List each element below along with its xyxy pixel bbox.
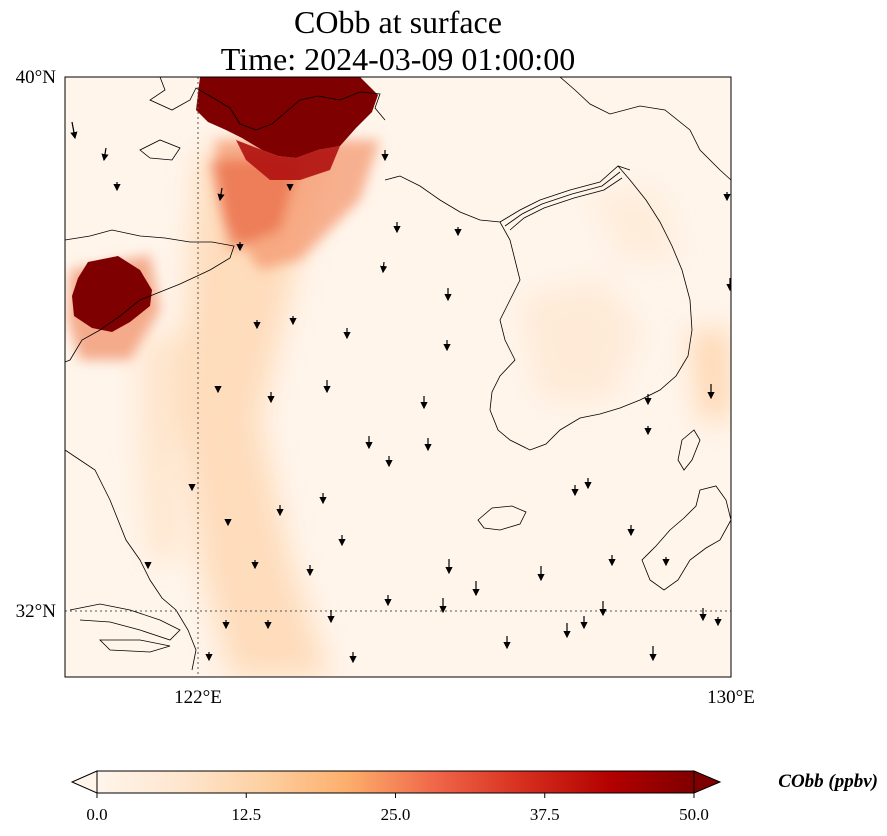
coastlines xyxy=(65,77,731,671)
latitude-labels: 40°N 32°N xyxy=(16,67,57,622)
plume-north xyxy=(210,140,380,270)
lon-label-130e: 130°E xyxy=(707,687,755,708)
lat-label-40n: 40°N xyxy=(16,67,57,88)
longitude-labels: 122°E 130°E xyxy=(174,687,755,708)
colorbar-extend-min xyxy=(70,770,98,794)
wind-arrow xyxy=(101,147,109,162)
colorbar-body xyxy=(97,771,694,793)
colorbar-tick-label: 50.0 xyxy=(679,805,709,824)
colorbar-ticks: 0.0 12.5 25.0 37.5 50.0 xyxy=(86,793,709,824)
wind-vectors xyxy=(70,121,731,664)
wind-arrow xyxy=(380,261,388,274)
map-panel xyxy=(65,77,731,677)
map-title: CObb at surface xyxy=(294,4,502,40)
gridlines xyxy=(65,77,731,677)
lat-label-32n: 32°N xyxy=(16,601,57,622)
wind-arrow xyxy=(217,187,225,202)
colorbar-tick-label: 12.5 xyxy=(231,805,261,824)
colorbar-label: CObb (ppbv) xyxy=(778,771,878,792)
colorbar-extend-max xyxy=(693,770,722,794)
wind-arrow xyxy=(70,121,78,140)
plume-north-core xyxy=(196,77,378,180)
plume-west-core xyxy=(72,256,152,332)
concentration-field xyxy=(140,150,731,677)
colorbar-tick-label: 37.5 xyxy=(530,805,560,824)
colorbar-tick-label: 0.0 xyxy=(86,805,107,824)
map-frame xyxy=(64,76,732,678)
map-subtitle: Time: 2024-03-09 01:00:00 xyxy=(221,41,575,77)
colorbar-tick-label: 25.0 xyxy=(381,805,411,824)
colorbar: 0.0 12.5 25.0 37.5 50.0 CObb (ppbv) xyxy=(70,770,878,824)
lon-label-122e: 122°E xyxy=(174,687,222,708)
